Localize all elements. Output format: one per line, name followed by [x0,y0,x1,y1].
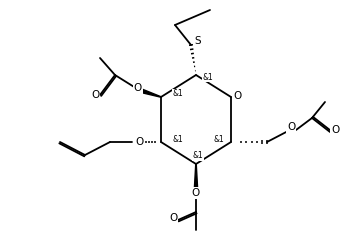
Text: S: S [194,36,201,46]
Text: O: O [234,91,242,101]
Text: O: O [91,90,99,100]
Text: O: O [331,125,339,135]
Text: O: O [135,137,143,147]
Text: &1: &1 [214,135,224,143]
Text: O: O [192,188,200,198]
Polygon shape [138,88,161,97]
Text: &1: &1 [193,151,204,161]
Polygon shape [194,164,198,195]
Text: &1: &1 [202,73,213,81]
Text: &1: &1 [173,89,183,99]
Text: &1: &1 [173,135,183,143]
Text: O: O [287,122,295,132]
Text: O: O [169,213,177,223]
Text: O: O [134,83,142,93]
